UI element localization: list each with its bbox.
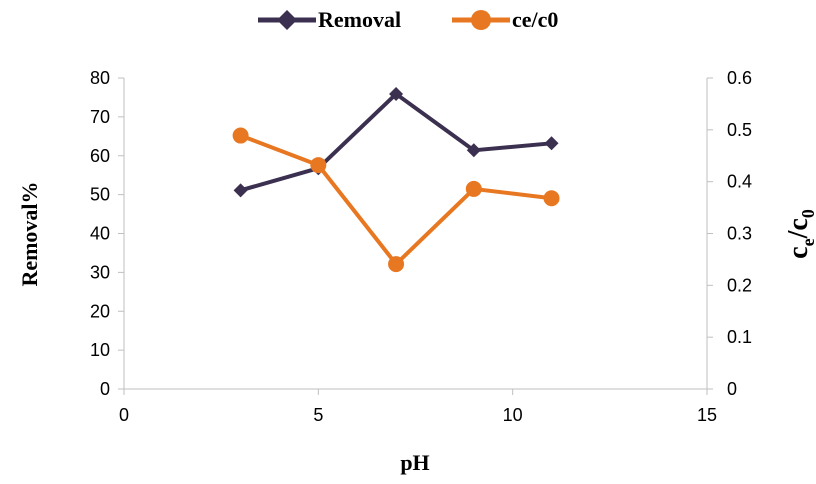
data-point-diamond xyxy=(466,143,481,158)
axes: 0 5 10 15 0 10 20 30 40 50 60 70 80 0 0.1 0.2 0.3 0.4 0.… xyxy=(90,68,752,425)
series-layer xyxy=(232,86,560,273)
y2-tick-label: 0.6 xyxy=(727,68,752,88)
right-y-axis-title: ce/c0 xyxy=(783,209,816,259)
right-y-axis-title-sub2: 0 xyxy=(798,209,816,218)
y-tick-label: 40 xyxy=(90,224,110,244)
y-tick-label: 60 xyxy=(90,146,110,166)
legend-item-removal: Removal xyxy=(258,7,401,32)
y2-tick-label: 0.2 xyxy=(727,275,752,295)
series-line xyxy=(239,133,552,267)
data-point-diamond xyxy=(389,86,404,101)
series-removal xyxy=(233,86,559,198)
x-tick-label: 0 xyxy=(119,405,129,425)
left-y-ticks: 0 10 20 30 40 50 60 70 80 xyxy=(90,68,124,399)
data-point-diamond xyxy=(544,136,559,151)
series-ce-c0 xyxy=(232,127,560,273)
y2-tick-label: 0.1 xyxy=(727,327,752,347)
data-point-circle xyxy=(388,256,405,273)
y-tick-label: 0 xyxy=(100,379,110,399)
legend-label-ce-c0: ce/c0 xyxy=(512,7,558,32)
series-line xyxy=(240,91,552,193)
data-point-diamond xyxy=(233,183,248,198)
x-axis-title: pH xyxy=(400,450,429,475)
y2-tick-label: 0 xyxy=(727,379,737,399)
legend-marker-ce-c0 xyxy=(471,10,491,30)
x-tick-label: 5 xyxy=(313,405,323,425)
y-tick-label: 50 xyxy=(90,185,110,205)
y-tick-label: 70 xyxy=(90,107,110,127)
legend-label-removal: Removal xyxy=(318,7,401,32)
left-y-axis-title: Removal% xyxy=(17,181,42,286)
y-tick-label: 10 xyxy=(90,340,110,360)
x-tick-label: 10 xyxy=(503,405,523,425)
x-ticks: 0 5 10 15 xyxy=(119,389,717,425)
data-point-circle xyxy=(232,127,249,144)
data-point-circle xyxy=(465,180,482,197)
y-tick-label: 20 xyxy=(90,301,110,321)
right-y-axis-title-sub1: e xyxy=(798,238,816,246)
legend-item-ce-c0: ce/c0 xyxy=(452,7,558,32)
y2-tick-label: 0.5 xyxy=(727,120,752,140)
data-point-circle xyxy=(310,157,327,174)
right-y-ticks: 0 0.1 0.2 0.3 0.4 0.5 0.6 xyxy=(707,68,752,399)
y-tick-label: 30 xyxy=(90,262,110,282)
y2-tick-label: 0.4 xyxy=(727,172,752,192)
legend: Removal ce/c0 xyxy=(258,7,558,32)
legend-marker-removal xyxy=(277,10,297,30)
data-point-circle xyxy=(543,190,560,207)
y2-tick-label: 0.3 xyxy=(727,224,752,244)
right-y-axis-title-main: c xyxy=(783,246,814,258)
y-tick-label: 80 xyxy=(90,68,110,88)
x-tick-label: 15 xyxy=(697,405,717,425)
right-y-axis-title-sep: /c xyxy=(783,218,814,239)
